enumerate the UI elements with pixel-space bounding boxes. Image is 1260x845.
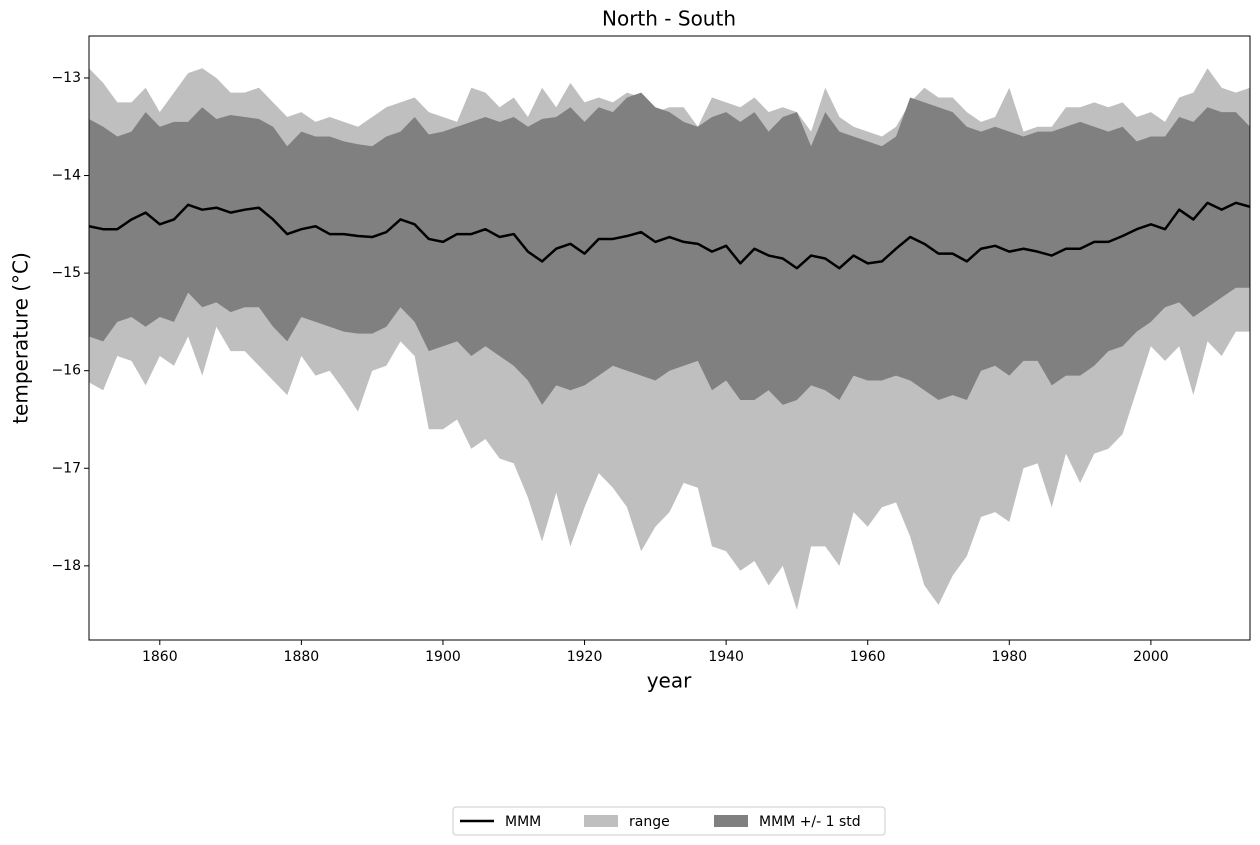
legend-label: MMM: [505, 814, 541, 830]
x-tick-label: 1880: [284, 649, 320, 665]
band-area: [89, 92, 1250, 405]
x-axis-label: year: [647, 669, 692, 693]
y-axis-label: temperature (°C): [9, 252, 33, 424]
axes-frame: [88, 35, 1251, 641]
line: [88, 201, 1251, 270]
y-tick-label: −14: [51, 168, 81, 184]
y-tick-label: −16: [51, 363, 81, 379]
y-tick-label: −13: [51, 70, 81, 86]
x-tick-label: 1940: [708, 649, 744, 665]
legend-box: [452, 806, 886, 836]
plot-area: [88, 68, 1251, 610]
x-tick-label: 1920: [567, 649, 603, 665]
x-tick-label: 1980: [991, 649, 1027, 665]
x-tick-label: 1960: [850, 649, 886, 665]
x-tick-label: 2000: [1133, 649, 1169, 665]
legend-swatch: [714, 815, 748, 827]
x-tick-label: 1900: [425, 649, 461, 665]
legend-label: range: [629, 814, 670, 830]
x-tick-label: 1860: [142, 649, 178, 665]
chart-title: North - South: [602, 7, 736, 31]
legend-swatch: [584, 815, 618, 827]
legend: MMM range MMM +/- 1 std: [460, 814, 861, 830]
y-tick-label: −18: [51, 558, 81, 574]
y-tick-label: −15: [51, 265, 81, 281]
y-tick-label: −17: [51, 460, 81, 476]
legend-label: MMM +/- 1 std: [759, 814, 861, 830]
